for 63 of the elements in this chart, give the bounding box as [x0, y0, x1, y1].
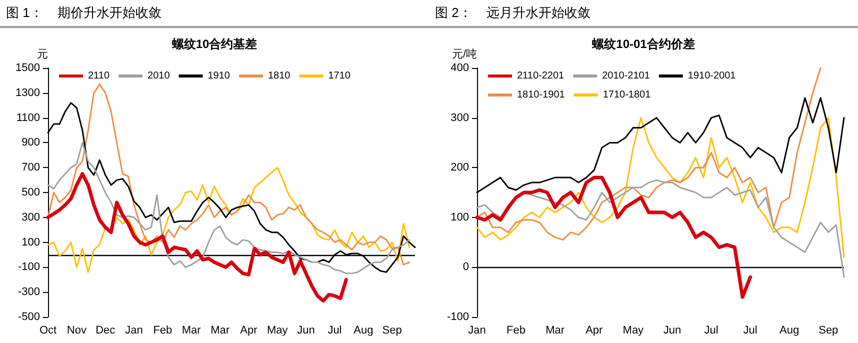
x-tick-label: Jul [328, 324, 342, 336]
y-tick-label: 100 [450, 211, 469, 224]
line-series [476, 117, 845, 258]
line-series [47, 166, 410, 273]
y-tick-label: 700 [22, 162, 40, 174]
legend-label: 1810 [268, 70, 291, 82]
line-series [475, 176, 752, 299]
y-tick-label: -100 [446, 311, 469, 323]
x-tick-label: Jan [125, 324, 143, 336]
legend-label: 1910-2001 [688, 70, 736, 82]
caption: 图 1： 期价升水开始收敛 [6, 5, 162, 20]
y-axis-title: 元 [37, 48, 48, 60]
y-axis-title: 元/吨 [452, 48, 477, 60]
y-tick-label: 1300 [16, 86, 40, 99]
x-tick-label: Oct [39, 324, 57, 336]
legend-label: 2010 [148, 70, 170, 82]
x-tick-label: Apr [586, 324, 604, 336]
x-tick-label: Sep [382, 324, 402, 336]
y-tick-label: -500 [18, 311, 40, 323]
y-tick-label: 400 [450, 62, 469, 74]
x-tick-label: Feb [153, 324, 172, 336]
x-tick-label: Jun [297, 324, 315, 336]
x-tick-label: Jun [663, 324, 682, 336]
y-tick-label: -100 [18, 261, 40, 274]
legend-label: 1810-1901 [517, 90, 566, 100]
chart-title: 螺纹10-01合约价差 [591, 37, 695, 51]
chart-title: 螺纹10合约基差 [170, 37, 258, 51]
x-tick-label: Nov [66, 324, 87, 336]
x-tick-label: Mar [182, 324, 202, 336]
y-tick-label: 200 [450, 162, 469, 174]
x-tick-label: Dec [96, 324, 116, 336]
x-tick-label: Jul [743, 324, 758, 336]
y-tick-label: -300 [18, 286, 40, 298]
x-tick-label: Feb [506, 324, 526, 336]
x-tick-label: Aug [780, 324, 800, 336]
line-series [476, 67, 822, 241]
x-tick-label: Aug [354, 324, 374, 336]
legend-label: 2010-2101 [602, 70, 650, 82]
y-tick-label: 900 [22, 136, 40, 149]
y-tick-label: 1100 [16, 112, 40, 124]
legend-label: 2110 [88, 70, 110, 82]
y-tick-label: 1500 [16, 62, 40, 74]
x-tick-label: Jan [468, 324, 486, 336]
y-tick-label: 300 [22, 211, 40, 224]
line-series [47, 142, 410, 274]
y-tick-label: 100 [22, 236, 40, 248]
line-series [47, 83, 410, 266]
x-tick-label: Apr [240, 324, 258, 336]
legend-label: 1710 [328, 70, 351, 82]
x-tick-label: Sep [818, 324, 838, 336]
x-tick-label: May [622, 324, 644, 336]
y-tick-label: 0 [462, 261, 469, 274]
y-tick-label: 300 [450, 112, 469, 124]
x-tick-label: Mar [210, 324, 230, 336]
caption: 图 2： 远月升水开始收敛 [435, 5, 590, 20]
x-tick-label: Jul [704, 324, 718, 336]
x-tick-label: May [266, 324, 288, 336]
legend-label: 2110-2201 [517, 70, 565, 82]
legend-label: 1710-1801 [602, 90, 652, 100]
x-tick-label: Mar [546, 324, 565, 336]
legend-label: 1910 [208, 70, 230, 82]
line-series [46, 172, 348, 303]
y-tick-label: 500 [22, 186, 40, 198]
